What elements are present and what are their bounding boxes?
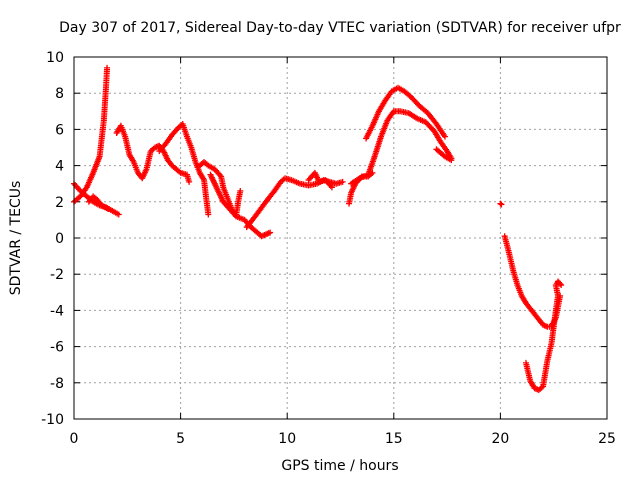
y-tick-label: -2	[50, 267, 64, 283]
x-tick-label: 5	[176, 431, 185, 447]
x-tick-label: 15	[385, 431, 403, 447]
x-axis-label: GPS time / hours	[281, 458, 398, 474]
data-point-marker	[186, 178, 193, 185]
data-point-marker	[205, 211, 212, 218]
data-point-marker	[328, 184, 335, 191]
data-point-marker	[237, 187, 244, 194]
data-point-marker	[558, 282, 565, 289]
x-tick-label: 25	[598, 431, 616, 447]
y-tick-label: 2	[55, 195, 64, 211]
data-point-marker	[557, 280, 564, 287]
x-tick-label: 10	[278, 431, 296, 447]
data-point-marker	[339, 178, 346, 185]
y-tick-label: -6	[50, 340, 64, 356]
data-point-marker	[497, 200, 504, 207]
axis-ticks: 0 5 10 15 20 25 -10 -8 -6 -4 -2 0 2 4 6 8 10	[41, 50, 616, 447]
data-point-marker	[498, 201, 505, 208]
chart-title: Day 307 of 2017, Sidereal Day-to-day VTE…	[59, 20, 621, 36]
data-point-marker	[448, 157, 455, 164]
y-tick-label: -8	[50, 376, 64, 392]
plot-frame	[73, 56, 608, 420]
y-tick-label: -10	[41, 412, 64, 428]
y-tick-label: 6	[55, 122, 64, 138]
x-tick-label: 0	[70, 431, 79, 447]
y-tick-label: 0	[55, 231, 64, 247]
data-point-marker	[115, 211, 122, 218]
data-point-marker	[105, 206, 112, 213]
data-point-marker	[267, 229, 274, 236]
y-tick-label: 4	[55, 159, 64, 175]
grid-lines	[74, 57, 607, 419]
y-tick-label: 8	[55, 86, 64, 102]
x-tick-label: 20	[491, 431, 509, 447]
data-point-marker	[441, 133, 448, 140]
y-axis-label: SDTVAR / TECUs	[8, 181, 24, 296]
data-points	[71, 64, 565, 394]
y-tick-label: 10	[46, 50, 64, 66]
y-tick-label: -4	[50, 303, 64, 319]
data-point-marker	[104, 64, 111, 71]
